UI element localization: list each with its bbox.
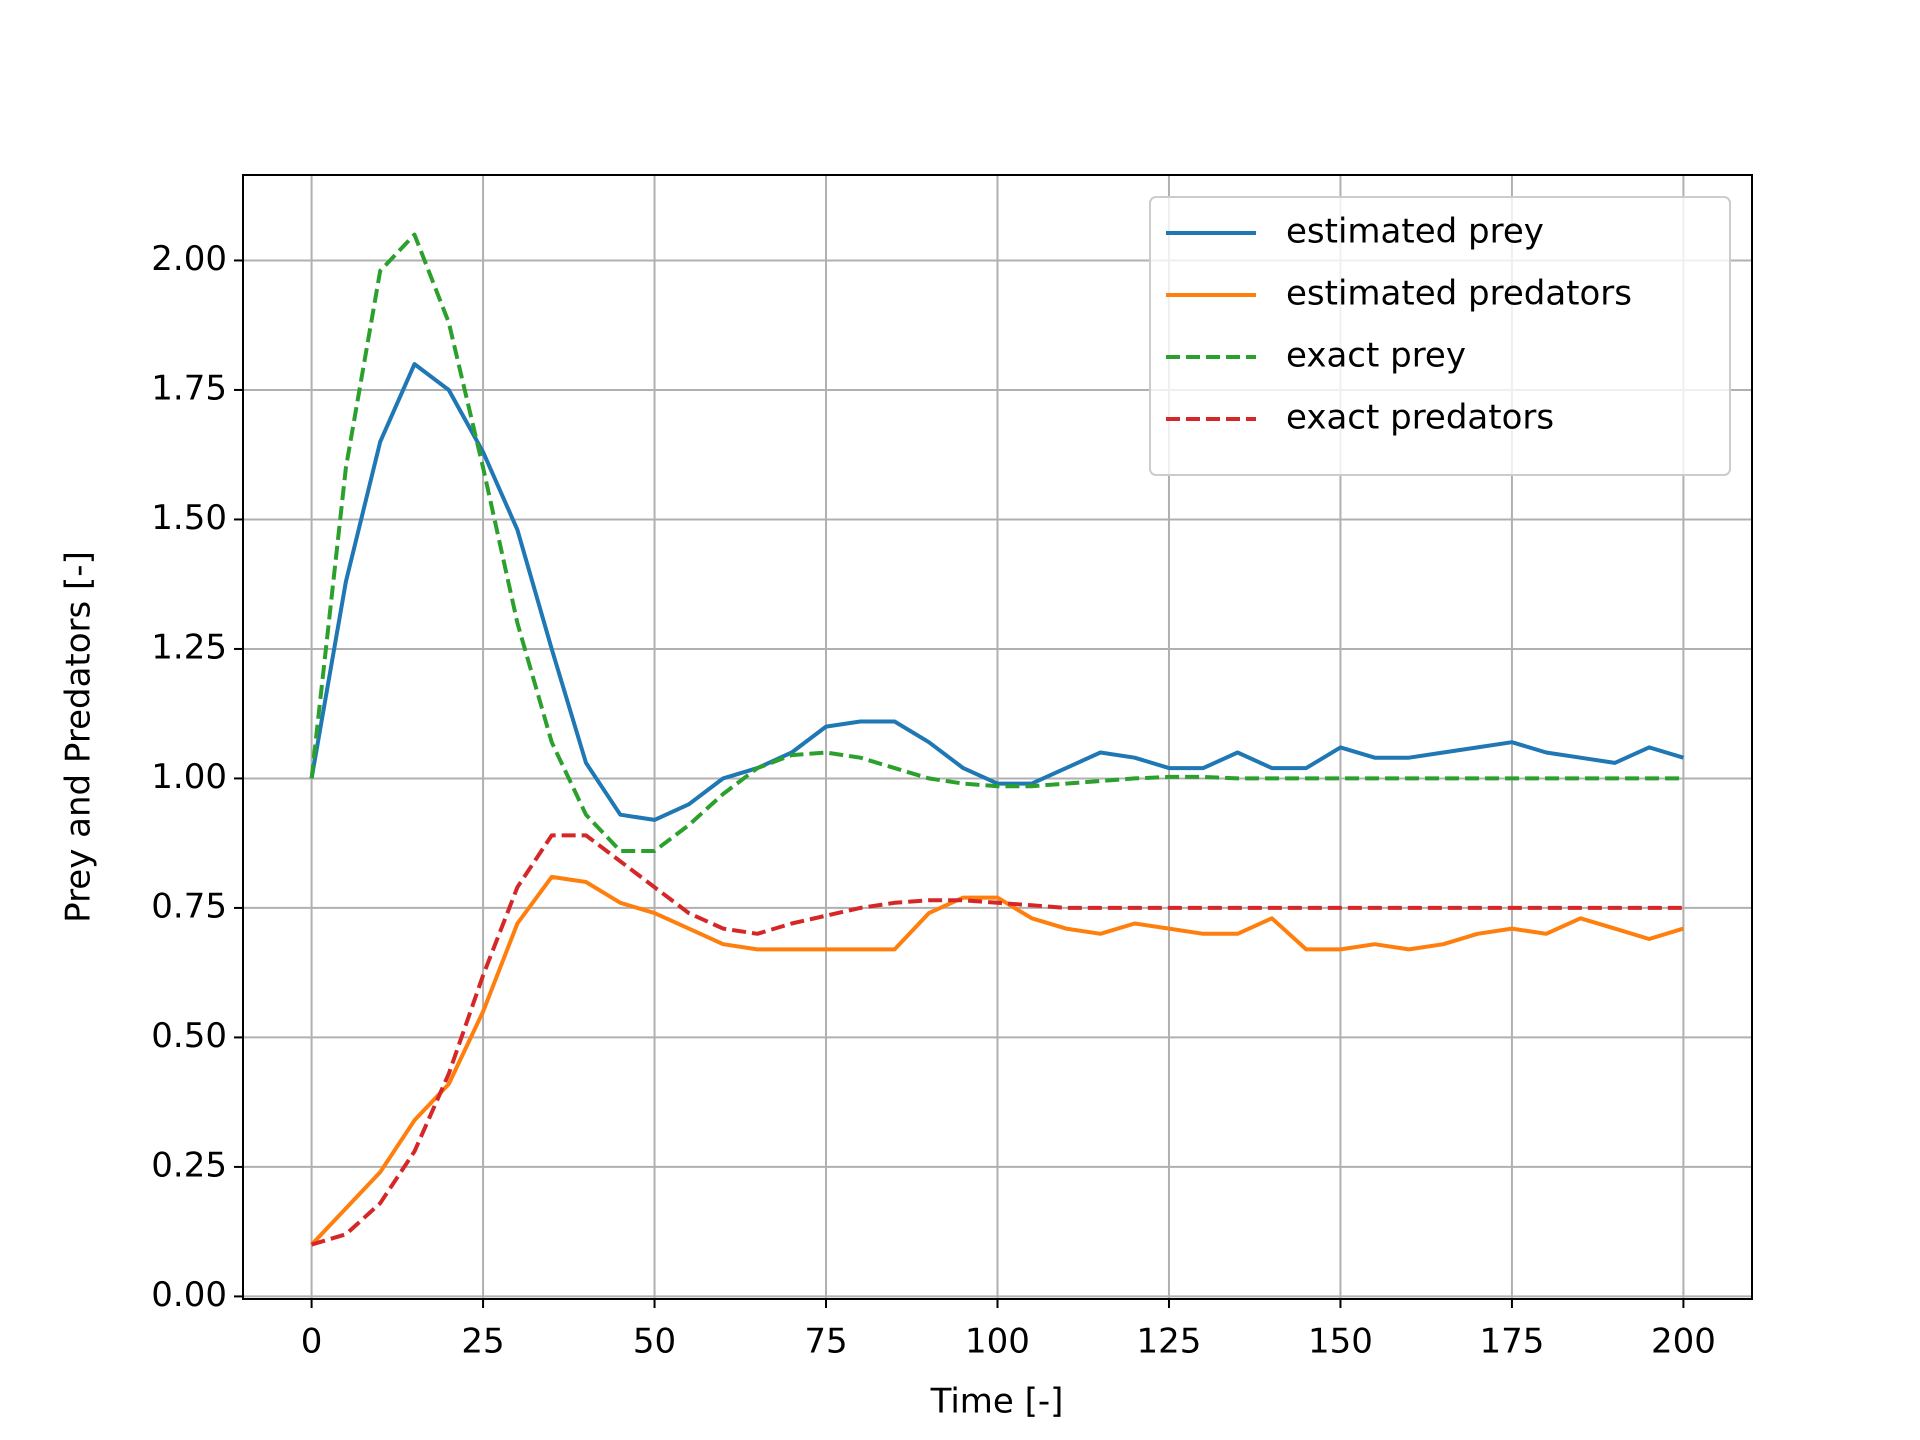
- x-tick-label: 0: [301, 1322, 323, 1362]
- legend-label: exact predators: [1286, 398, 1554, 438]
- legend: estimated prey estimated predators exact p…: [1149, 196, 1731, 476]
- y-tick-label: 2.00: [151, 239, 227, 279]
- x-tick-label: 100: [965, 1322, 1030, 1362]
- y-tick-label: 1.00: [151, 757, 227, 797]
- plot-frame: [242, 174, 1753, 1300]
- y-axis-label: Prey and Predators [-]: [59, 551, 99, 923]
- legend-label: exact prey: [1286, 336, 1466, 376]
- x-tick-label: 125: [1137, 1322, 1202, 1362]
- y-tick-label: 1.50: [151, 498, 227, 538]
- y-tick-label: 1.25: [151, 627, 227, 667]
- series-line: [309, 362, 1684, 822]
- legend-label: estimated predators: [1286, 274, 1632, 314]
- x-tick-label: 175: [1479, 1322, 1544, 1362]
- legend-label: estimated prey: [1286, 212, 1544, 252]
- x-tick-label: 50: [633, 1322, 676, 1362]
- y-tick-label: 0.00: [151, 1275, 227, 1315]
- x-tick-label: 200: [1651, 1322, 1716, 1362]
- y-tick-label: 0.75: [151, 886, 227, 926]
- x-axis-label: Time [-]: [930, 1382, 1064, 1422]
- series-line: [310, 874, 1684, 1246]
- legend-box: [1149, 196, 1731, 476]
- x-tick-label: 25: [461, 1322, 504, 1362]
- series-line: [311, 833, 1684, 1247]
- x-tick-label: 75: [804, 1322, 847, 1362]
- y-tick-label: 1.75: [151, 368, 227, 408]
- series-line: [309, 232, 1684, 853]
- y-tick-label: 0.50: [151, 1016, 227, 1056]
- x-tick-label: 150: [1308, 1322, 1373, 1362]
- y-tick-label: 0.25: [151, 1145, 227, 1185]
